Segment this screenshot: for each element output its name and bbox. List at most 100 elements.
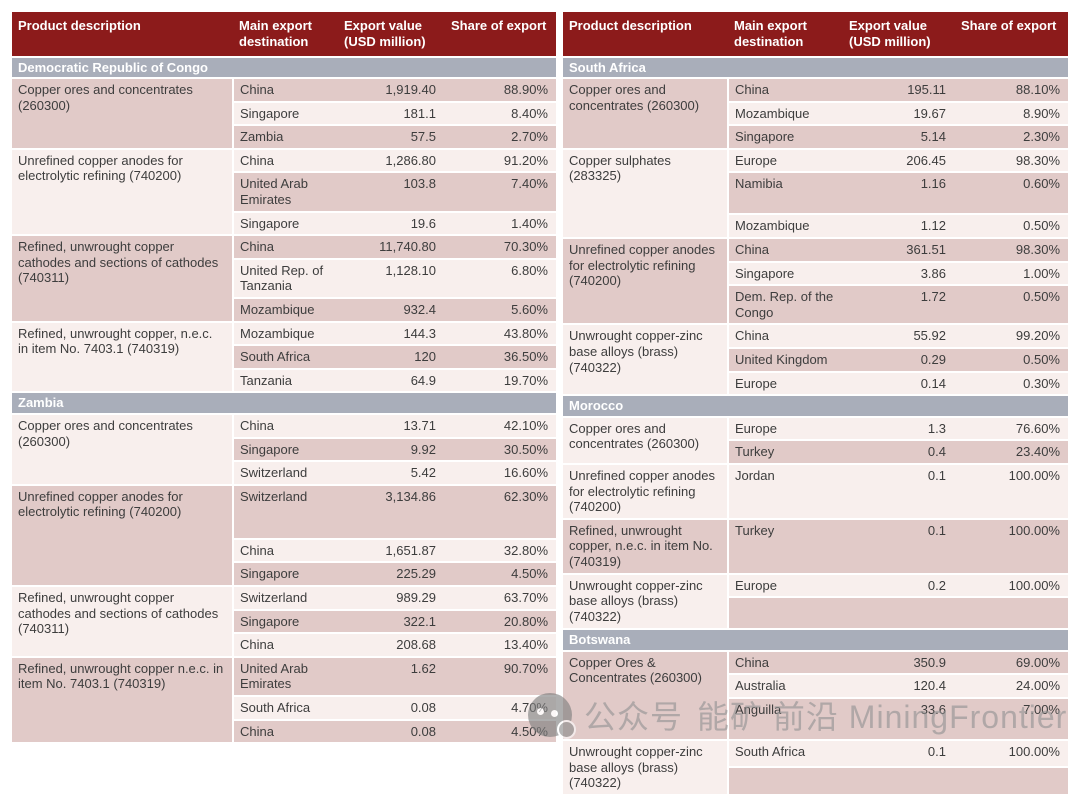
share-cell: 91.20% — [445, 147, 556, 173]
destination-cell: China — [233, 413, 338, 438]
value-cell: 120 — [338, 344, 445, 369]
value-cell: 11,740.80 — [338, 234, 445, 259]
value-cell: 1.12 — [843, 213, 955, 239]
section-header: Botswana — [563, 628, 1068, 652]
value-cell: 1.16 — [843, 171, 955, 215]
filler-row — [563, 596, 1068, 630]
destination-cell: Tanzania — [233, 367, 338, 393]
destination-cell — [728, 765, 843, 794]
value-cell: 932.4 — [338, 297, 445, 322]
table-row: South Africa 120 36.50% — [12, 344, 556, 369]
share-cell: 98.30% — [955, 237, 1068, 262]
share-cell: 69.00% — [955, 649, 1068, 675]
destination-cell: United Kingdom — [728, 347, 843, 372]
section-header: Democratic Republic of Congo — [12, 55, 556, 80]
destination-cell: Mozambique — [728, 100, 843, 126]
product-cell: Refined, unwrought copper, n.e.c. in ite… — [563, 517, 729, 574]
value-cell: 1,919.40 — [338, 77, 445, 102]
value-cell: 0.2 — [843, 572, 955, 598]
table-row: Refined, unwrought copper, n.e.c. in ite… — [563, 517, 1068, 574]
product-cell: Unwrought copper-zinc base alloys (brass… — [563, 572, 729, 630]
share-cell: 4.50% — [445, 561, 556, 586]
destination-cell: United Arab Emirates — [233, 171, 338, 212]
share-cell: 19.70% — [445, 367, 556, 393]
product-cell: Copper sulphates (283325) — [563, 147, 729, 239]
destination-cell: United Arab Emirates — [233, 655, 338, 696]
share-cell: 7.40% — [445, 171, 556, 212]
destination-cell: Switzerland — [233, 584, 338, 610]
share-cell: 99.20% — [955, 323, 1068, 349]
table-row: Singapore 19.6 1.40% — [12, 210, 556, 236]
destination-cell: China — [233, 77, 338, 102]
destination-cell: China — [728, 649, 843, 675]
value-cell: 1,128.10 — [338, 257, 445, 299]
value-cell: 1.3 — [843, 415, 955, 441]
table-row: United Kingdom 0.29 0.50% — [563, 347, 1068, 372]
value-cell: 57.5 — [338, 124, 445, 149]
table-row: Refined, unwrought copper, n.e.c. in ite… — [12, 320, 556, 393]
value-cell: 64.9 — [338, 367, 445, 393]
table-row: Singapore 3.86 1.00% — [563, 260, 1068, 286]
table-row: Refined, unwrought copper cathodes and s… — [12, 584, 556, 657]
column-header-export-value: Export value (USD million) — [843, 12, 955, 57]
value-cell: 13.71 — [338, 413, 445, 438]
destination-cell: Europe — [728, 147, 843, 173]
destination-cell: Singapore — [728, 260, 843, 286]
table-row: Unwrought copper-zinc base alloys (brass… — [563, 323, 1068, 396]
destination-cell: China — [233, 718, 338, 743]
export-table-right: Product description Main export destinat… — [563, 12, 1068, 794]
value-cell: 1.62 — [338, 655, 445, 696]
share-cell: 2.70% — [445, 124, 556, 149]
share-cell: 4.70% — [445, 694, 556, 720]
value-cell: 0.08 — [338, 694, 445, 720]
table-row: United Rep. of Tanzania 1,128.10 6.80% — [12, 257, 556, 299]
section-header-row: Zambia — [12, 391, 556, 415]
share-cell: 76.60% — [955, 415, 1068, 441]
destination-cell: Singapore — [728, 124, 843, 149]
value-cell: 9.92 — [338, 436, 445, 462]
product-cell: Unrefined copper anodes for electrolytic… — [563, 463, 729, 519]
destination-cell: Singapore — [233, 100, 338, 126]
product-cell: Unwrought copper-zinc base alloys (brass… — [563, 323, 729, 396]
destination-cell: China — [728, 237, 843, 262]
destination-cell: Dem. Rep. of the Congo — [728, 284, 843, 325]
destination-cell: Europe — [728, 415, 843, 441]
table-row: Mozambique 932.4 5.60% — [12, 297, 556, 322]
destination-cell: Switzerland — [233, 483, 338, 539]
table-row: Singapore 225.29 4.50% — [12, 561, 556, 586]
value-cell: 19.67 — [843, 100, 955, 126]
share-cell: 7.00% — [955, 696, 1068, 740]
share-cell: 42.10% — [445, 413, 556, 438]
product-cell: Copper Ores & Concentrates (260300) — [563, 649, 729, 740]
value-cell: 144.3 — [338, 320, 445, 346]
destination-cell: South Africa — [728, 738, 843, 767]
value-cell: 350.9 — [843, 649, 955, 675]
product-cell: Copper ores and concentrates (260300) — [563, 77, 729, 149]
share-cell: 20.80% — [445, 608, 556, 634]
value-cell: 5.42 — [338, 460, 445, 485]
value-cell: 225.29 — [338, 561, 445, 586]
share-cell: 0.50% — [955, 347, 1068, 372]
section-header-row: Botswana — [563, 628, 1068, 652]
destination-cell: Mozambique — [233, 297, 338, 322]
table-row: Singapore 9.92 30.50% — [12, 436, 556, 462]
column-header-share: Share of export — [445, 12, 556, 57]
value-cell: 120.4 — [843, 673, 955, 698]
table-row: Mozambique 1.12 0.50% — [563, 213, 1068, 239]
table-row: Refined, unwrought copper n.e.c. in item… — [12, 655, 556, 743]
destination-cell: China — [728, 323, 843, 349]
value-cell: 0.1 — [843, 738, 955, 767]
share-cell: 32.80% — [445, 537, 556, 563]
table-row: Zambia 57.5 2.70% — [12, 124, 556, 149]
destination-cell: Mozambique — [728, 213, 843, 239]
value-cell: 1,286.80 — [338, 147, 445, 173]
product-cell: Refined, unwrought copper cathodes and s… — [12, 584, 234, 657]
value-cell: 181.1 — [338, 100, 445, 126]
value-cell: 0.4 — [843, 439, 955, 464]
table-row: Dem. Rep. of the Congo 1.72 0.50% — [563, 284, 1068, 325]
share-cell: 100.00% — [955, 517, 1068, 574]
share-cell: 63.70% — [445, 584, 556, 610]
destination-cell: Mozambique — [233, 320, 338, 346]
share-cell: 100.00% — [955, 572, 1068, 598]
table-row: Singapore 322.1 20.80% — [12, 608, 556, 634]
